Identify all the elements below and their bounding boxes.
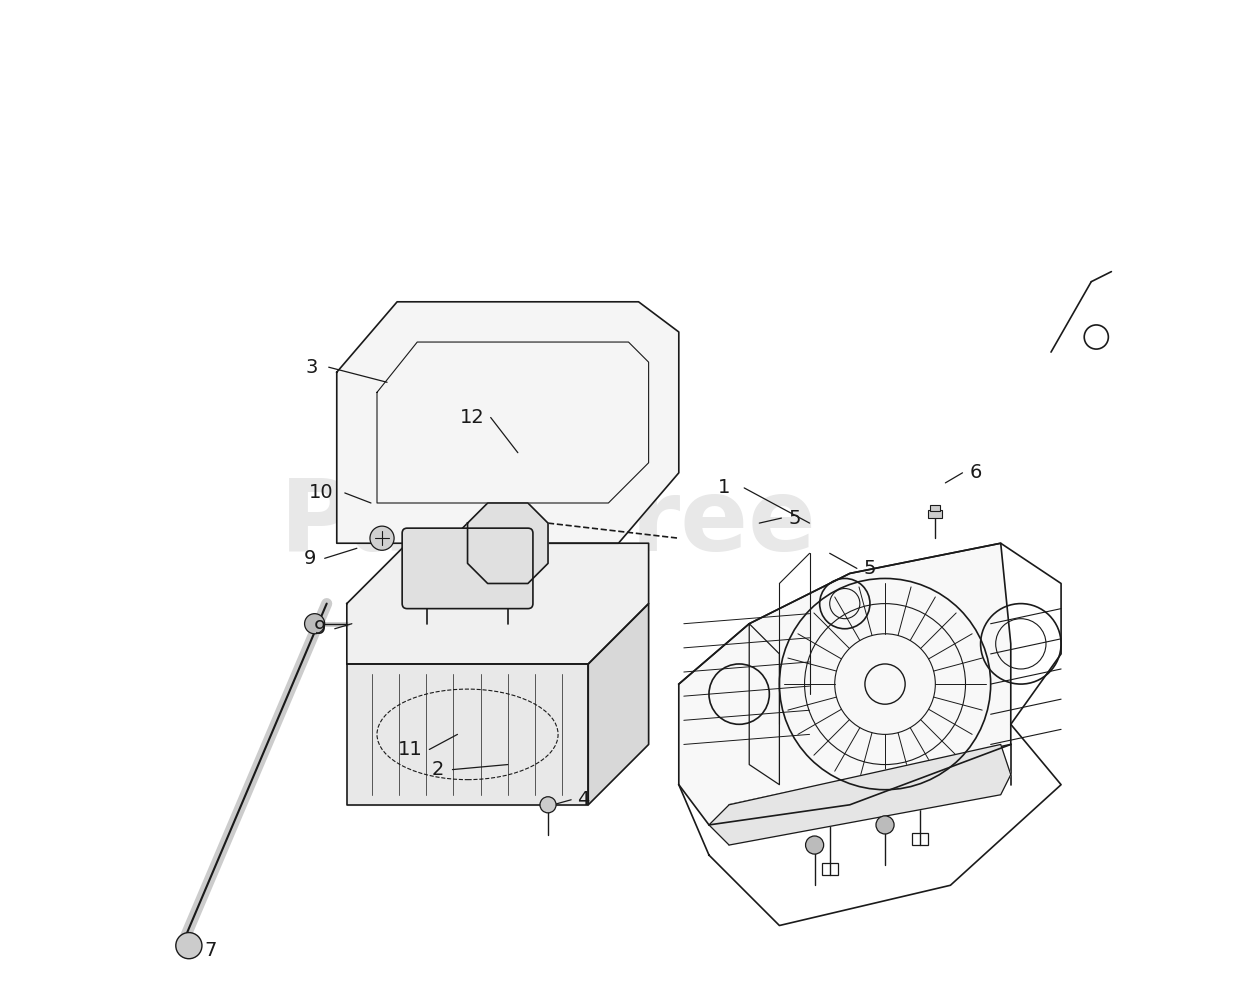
Text: 1: 1 (718, 479, 730, 497)
Text: 6: 6 (969, 464, 982, 482)
Text: 3: 3 (305, 358, 318, 376)
Circle shape (304, 614, 324, 634)
Text: 2: 2 (431, 761, 444, 779)
Polygon shape (468, 503, 548, 583)
Circle shape (806, 836, 823, 854)
Text: 9: 9 (313, 620, 326, 638)
Polygon shape (347, 543, 649, 664)
Bar (822, 863, 837, 875)
Polygon shape (679, 543, 1011, 825)
Text: 12: 12 (460, 408, 485, 427)
Bar (913, 833, 928, 845)
Circle shape (876, 816, 894, 834)
Text: 5: 5 (788, 509, 801, 527)
Polygon shape (588, 604, 649, 805)
Bar (930, 505, 940, 511)
Polygon shape (337, 302, 679, 543)
Polygon shape (347, 664, 588, 805)
Circle shape (370, 526, 395, 550)
FancyBboxPatch shape (402, 528, 533, 609)
Polygon shape (709, 744, 1011, 845)
Text: PartsTree: PartsTree (279, 475, 817, 571)
Circle shape (541, 797, 556, 813)
Text: 11: 11 (397, 740, 422, 759)
Bar (928, 510, 943, 518)
Text: 7: 7 (205, 942, 217, 960)
Text: 5: 5 (864, 559, 876, 577)
Text: 9: 9 (303, 549, 316, 567)
Circle shape (176, 933, 202, 959)
Text: 4: 4 (577, 791, 590, 809)
Text: 10: 10 (309, 484, 334, 502)
